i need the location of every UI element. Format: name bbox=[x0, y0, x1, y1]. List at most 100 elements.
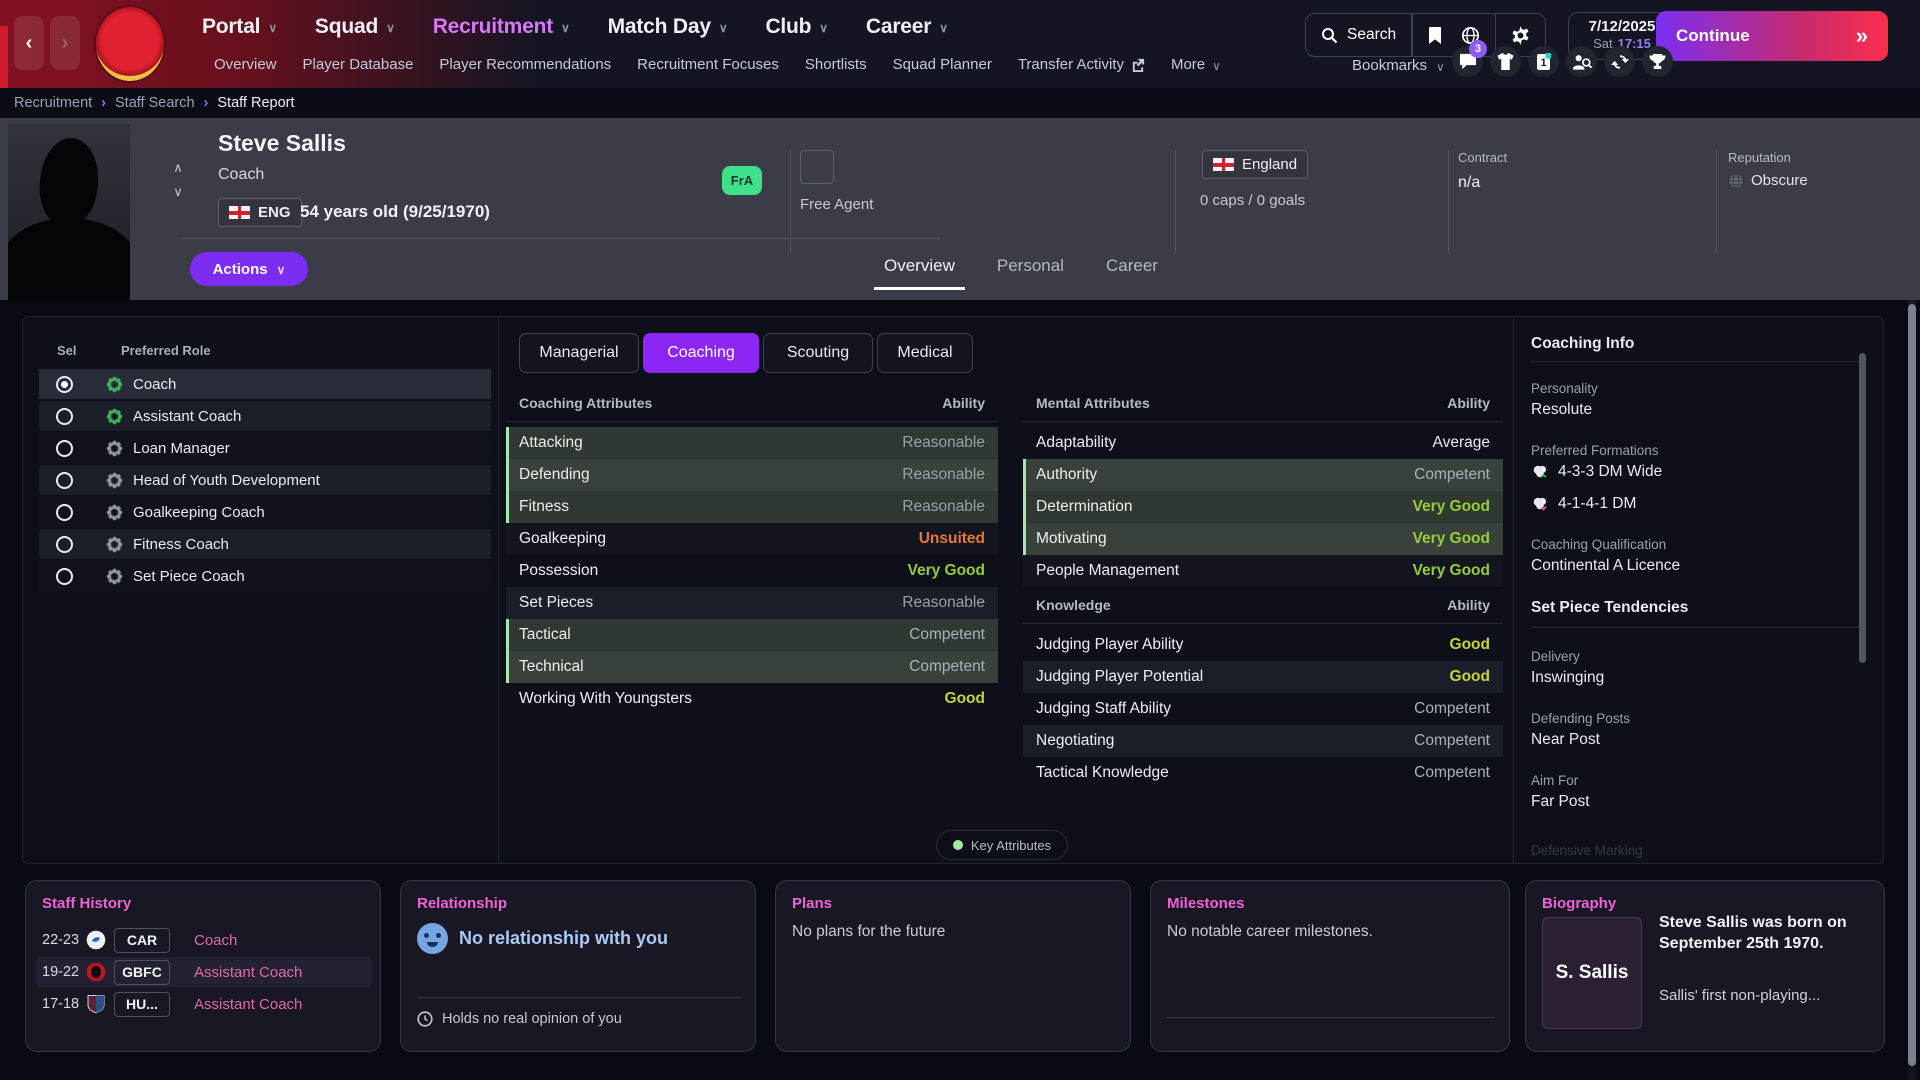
tab-coaching[interactable]: Coaching bbox=[643, 333, 759, 373]
staff-history-card: Staff History 22-23 CAR Coach 19-22 GBFC… bbox=[25, 880, 381, 1052]
nav-career[interactable]: Career∨ bbox=[866, 15, 948, 39]
history-row[interactable]: 22-23 CAR Coach bbox=[36, 925, 372, 955]
quick-icons: 3 1 bbox=[1452, 46, 1673, 77]
subnav-recruitment-focuses[interactable]: Recruitment Focuses bbox=[637, 56, 779, 73]
sync-button[interactable] bbox=[1604, 46, 1635, 77]
subnav-more[interactable]: More∨ bbox=[1171, 56, 1221, 73]
plans-text: No plans for the future bbox=[792, 923, 945, 941]
knowledge-title: Knowledge bbox=[1036, 597, 1111, 613]
breadcrumb-staff-report: Staff Report bbox=[217, 95, 294, 111]
sync-icon bbox=[1611, 53, 1629, 71]
tab-career[interactable]: Career bbox=[1106, 256, 1158, 290]
nav-portal[interactable]: Portal∨ bbox=[202, 15, 277, 39]
attribute-row: Judging Player PotentialGood bbox=[1023, 661, 1503, 693]
radio-unselected[interactable] bbox=[56, 536, 73, 553]
breadcrumb-staff-search[interactable]: Staff Search bbox=[115, 95, 195, 111]
chevron-down-icon: ∨ bbox=[939, 21, 948, 35]
achievements-button[interactable] bbox=[1642, 46, 1673, 77]
radio-unselected[interactable] bbox=[56, 504, 73, 521]
nav-match-day[interactable]: Match Day∨ bbox=[608, 15, 728, 39]
subnav-transfer-activity[interactable]: Transfer Activity bbox=[1018, 56, 1145, 73]
chevron-down-icon: ∨ bbox=[1436, 60, 1445, 74]
role-row-coach[interactable]: Coach bbox=[39, 369, 491, 399]
role-row-set-piece-coach[interactable]: Set Piece Coach bbox=[39, 561, 491, 591]
detail-tabs: Overview Personal Career bbox=[884, 256, 1158, 290]
overview-panel: Sel Preferred Role Coach Assistant Coach… bbox=[22, 316, 1884, 864]
subnav-shortlists[interactable]: Shortlists bbox=[805, 56, 867, 73]
radio-unselected[interactable] bbox=[56, 408, 73, 425]
role-row-goalkeeping-coach[interactable]: Goalkeeping Coach bbox=[39, 497, 491, 527]
status-badge: FrA bbox=[722, 166, 762, 195]
milestones-card: Milestones No notable career milestones. bbox=[1150, 880, 1510, 1052]
reputation-label: Reputation bbox=[1728, 150, 1791, 165]
tab-medical[interactable]: Medical bbox=[877, 333, 973, 373]
personality-value: Resolute bbox=[1531, 401, 1592, 419]
radio-selected[interactable] bbox=[56, 376, 73, 393]
attribute-row: PossessionVery Good bbox=[506, 555, 998, 587]
radio-unselected[interactable] bbox=[56, 472, 73, 489]
nav-squad[interactable]: Squad∨ bbox=[315, 15, 395, 39]
role-row-head-of-youth-development[interactable]: Head of Youth Development bbox=[39, 465, 491, 495]
relationship-status: No relationship with you bbox=[459, 928, 668, 949]
forward-button[interactable]: › bbox=[50, 16, 80, 70]
bookmarks-dropdown[interactable]: Bookmarks∨ bbox=[1352, 57, 1445, 74]
staff-photo bbox=[8, 124, 130, 300]
tab-managerial[interactable]: Managerial bbox=[519, 333, 639, 373]
transfer-card-button[interactable]: 1 bbox=[1528, 46, 1559, 77]
history-row[interactable]: 17-18 HU... Assistant Coach bbox=[36, 989, 372, 1019]
scouting-button[interactable] bbox=[1566, 46, 1597, 77]
back-icon: ‹ bbox=[26, 32, 33, 55]
squad-kit-button[interactable] bbox=[1490, 46, 1521, 77]
subnav-player-recommendations[interactable]: Player Recommendations bbox=[439, 56, 611, 73]
sub-nav: Overview Player Database Player Recommen… bbox=[214, 56, 1221, 73]
search-button[interactable]: Search bbox=[1306, 14, 1411, 56]
svg-text:1: 1 bbox=[1540, 57, 1546, 69]
contract-value: n/a bbox=[1458, 174, 1480, 192]
club-color-strip bbox=[0, 26, 8, 88]
role-icon bbox=[106, 376, 123, 393]
formation-row: 4-1-4-1 DM bbox=[1531, 495, 1636, 513]
aim-for-value: Far Post bbox=[1531, 793, 1590, 811]
tab-overview[interactable]: Overview bbox=[884, 256, 955, 290]
nav-recruitment[interactable]: Recruitment∨ bbox=[433, 15, 570, 39]
role-row-fitness-coach[interactable]: Fitness Coach bbox=[39, 529, 491, 559]
formation-icon bbox=[1531, 463, 1549, 481]
clipped-label: Defensive Marking bbox=[1531, 843, 1643, 858]
inbox-button[interactable]: 3 bbox=[1452, 46, 1483, 77]
breadcrumb-recruitment[interactable]: Recruitment bbox=[14, 95, 92, 111]
club-crest-icon bbox=[86, 962, 106, 982]
radio-unselected[interactable] bbox=[56, 568, 73, 585]
main-nav: Portal∨ Squad∨ Recruitment∨ Match Day∨ C… bbox=[202, 9, 948, 45]
bookmark-icon bbox=[1428, 27, 1442, 44]
chevron-down-icon: ∨ bbox=[277, 263, 286, 277]
trophy-icon bbox=[1649, 53, 1666, 70]
role-row-loan-manager[interactable]: Loan Manager bbox=[39, 433, 491, 463]
info-panel-scrollbar[interactable] bbox=[1859, 353, 1866, 663]
previous-person-button[interactable]: ∧ bbox=[168, 160, 188, 176]
tab-scouting[interactable]: Scouting bbox=[763, 333, 873, 373]
attribute-row: People ManagementVery Good bbox=[1023, 555, 1503, 587]
history-row[interactable]: 19-22 GBFC Assistant Coach bbox=[36, 957, 372, 987]
nation-chip: England bbox=[1202, 150, 1308, 179]
attribute-row: AdaptabilityAverage bbox=[1023, 427, 1503, 459]
mental-attributes-table: AdaptabilityAverage AuthorityCompetent D… bbox=[1023, 427, 1503, 587]
next-person-button[interactable]: ∨ bbox=[168, 184, 188, 200]
qualification-value: Continental A Licence bbox=[1531, 557, 1680, 575]
tab-personal[interactable]: Personal bbox=[997, 256, 1064, 290]
role-row-assistant-coach[interactable]: Assistant Coach bbox=[39, 401, 491, 431]
england-flag-icon bbox=[1213, 158, 1234, 171]
continue-button[interactable]: Continue » bbox=[1656, 11, 1888, 61]
caps-goals: 0 caps / 0 goals bbox=[1200, 192, 1305, 209]
nav-club[interactable]: Club∨ bbox=[765, 15, 827, 39]
contract-label: Contract bbox=[1458, 150, 1507, 165]
subnav-squad-planner[interactable]: Squad Planner bbox=[893, 56, 992, 73]
subnav-overview[interactable]: Overview bbox=[214, 56, 277, 73]
back-button[interactable]: ‹ bbox=[14, 16, 44, 70]
page-scrollbar-thumb[interactable] bbox=[1908, 304, 1916, 1066]
biography-more-text: Sallis' first non-playing... bbox=[1659, 987, 1873, 1004]
subnav-player-database[interactable]: Player Database bbox=[303, 56, 414, 73]
actions-button[interactable]: Actions∨ bbox=[190, 252, 308, 286]
radio-unselected[interactable] bbox=[56, 440, 73, 457]
bookmark-button[interactable] bbox=[1413, 14, 1457, 56]
club-crest-placeholder bbox=[800, 150, 834, 184]
